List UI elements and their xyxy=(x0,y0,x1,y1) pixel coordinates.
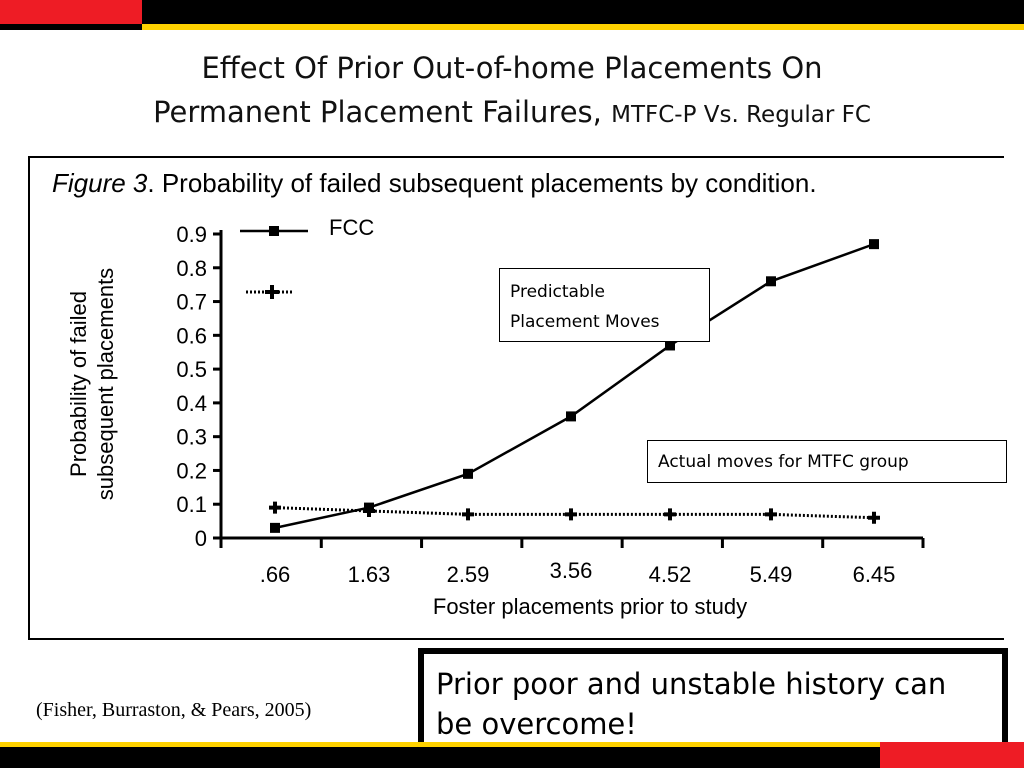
y-tick-label: 0.6 xyxy=(176,323,207,348)
fcc-point xyxy=(566,411,576,422)
legend-fcc-label: FCC xyxy=(329,215,374,240)
chart-series xyxy=(269,239,880,533)
x-tick-label: 6.45 xyxy=(853,562,896,587)
y-tick-label: 0.7 xyxy=(176,290,207,315)
citation: (Fisher, Burraston, & Pears, 2005) xyxy=(36,699,312,721)
bottom-red-block xyxy=(880,742,1024,768)
y-tick-label: 0.2 xyxy=(176,458,207,483)
rfc-point xyxy=(664,508,676,521)
chart-legend: FCC RFC MTFC-P xyxy=(240,215,391,355)
fcc-point xyxy=(270,522,280,533)
slide-title: Effect Of Prior Out-of-home Placements O… xyxy=(40,46,984,137)
chart-axes: 0 0.1 0.2 0.3 0.4 0.5 0.6 0.7 0.8 0.9 .66 1.63 2.59 3… xyxy=(176,222,925,587)
rfc-point xyxy=(868,511,880,524)
fcc-point xyxy=(665,340,675,351)
predictable-line-1: Predictable xyxy=(510,282,605,302)
figure-caption-italic: Figure 3 xyxy=(52,168,148,198)
callout-box: Prior poor and unstable history can be o… xyxy=(418,648,1008,752)
rfc-point xyxy=(765,508,777,521)
y-axis-label-line-2: subsequent placements xyxy=(93,268,118,500)
y-tick-label: 0.8 xyxy=(176,256,207,281)
figure-caption-rest: . Probability of failed subsequent place… xyxy=(147,168,816,198)
title-line-2-small: MTFC-P Vs. Regular FC xyxy=(611,102,871,128)
y-tick-label: 0.5 xyxy=(176,357,207,382)
y-tick-label: 0.9 xyxy=(176,222,207,247)
legend-rfc-marker xyxy=(265,285,279,299)
x-tick-label: 5.49 xyxy=(750,562,793,587)
rfc-point xyxy=(363,504,375,517)
predictable-line-2: Placement Moves xyxy=(510,312,660,332)
actual-moves-annotation: Actual moves for MTFC group xyxy=(647,440,1007,483)
rfc-point xyxy=(565,508,577,521)
fcc-point xyxy=(869,239,879,250)
title-line-1: Effect Of Prior Out-of-home Placements O… xyxy=(201,51,823,85)
rfc-point xyxy=(269,501,281,514)
title-line-2-main: Permanent Placement Failures, xyxy=(153,95,602,129)
x-tick-label: 1.63 xyxy=(348,562,391,587)
top-yellow-stripe xyxy=(142,24,1024,30)
bottom-decor-bar xyxy=(0,742,1024,768)
legend-fcc-marker xyxy=(269,226,279,236)
legend-rfc-label: RFC xyxy=(308,270,353,295)
x-axis-label: Foster placements prior to study xyxy=(433,594,747,619)
top-decor-bar xyxy=(0,0,1024,30)
y-tick-label: 0.1 xyxy=(176,492,207,517)
predictable-moves-annotation: Predictable Placement Moves xyxy=(499,268,710,342)
x-tick-label: 2.59 xyxy=(447,562,490,587)
bottom-yellow-stripe xyxy=(0,742,880,747)
y-axis-label-line-1: Probability of failed xyxy=(66,291,91,477)
x-tick-label: .66 xyxy=(260,562,291,587)
x-tick-label: 4.52 xyxy=(649,562,692,587)
x-tick-label: 3.56 xyxy=(550,558,593,583)
y-tick-label: 0.4 xyxy=(176,391,207,416)
rfc-point xyxy=(462,508,474,521)
line-chart: Figure 3. Probability of failed subseque… xyxy=(52,168,925,619)
figure-caption: Figure 3. Probability of failed subseque… xyxy=(52,168,817,198)
legend-mtfc-label: MTFC-P xyxy=(308,330,391,355)
top-red-block xyxy=(0,0,142,24)
fcc-point xyxy=(463,468,473,479)
figure-frame xyxy=(28,156,1004,640)
title-line-2: Permanent Placement Failures, MTFC-P Vs.… xyxy=(40,90,984,137)
fcc-point xyxy=(766,276,776,287)
y-tick-label: 0 xyxy=(195,526,207,551)
y-tick-label: 0.3 xyxy=(176,425,207,450)
